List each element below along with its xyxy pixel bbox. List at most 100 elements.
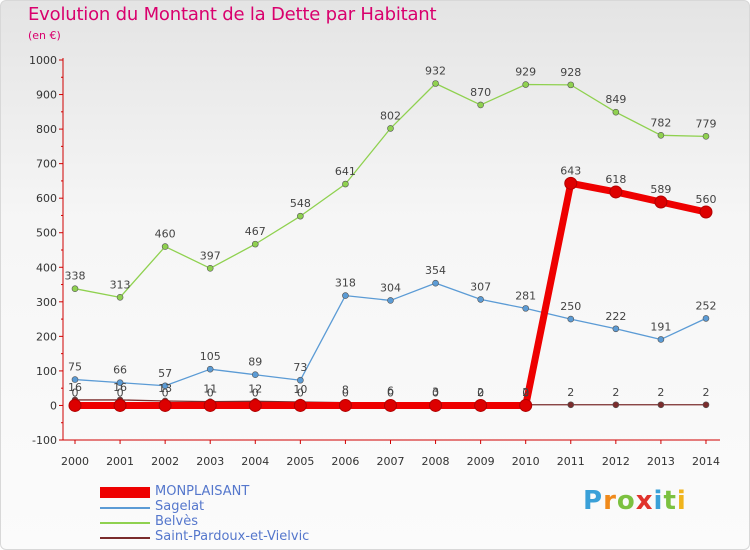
data-label: 0 (477, 386, 484, 399)
y-tick-label: 800 (36, 123, 57, 136)
data-point (477, 101, 484, 109)
data-label: 2 (657, 386, 664, 399)
legend-label-belves: Belvès (155, 514, 198, 529)
data-label: 870 (470, 86, 491, 99)
data-label: 2 (477, 386, 484, 399)
data-point (657, 132, 665, 139)
data-label: 75 (68, 361, 82, 374)
data-label: 307 (470, 280, 491, 293)
data-point (206, 265, 214, 272)
data-point (342, 292, 349, 299)
data-point (293, 398, 307, 412)
legend-label-monplaisant: MONPLAISANT (155, 484, 250, 499)
y-tick-label: 200 (36, 330, 57, 343)
data-label: 191 (650, 320, 671, 333)
data-label: 467 (245, 225, 266, 238)
data-point (116, 294, 124, 301)
data-label: 641 (335, 165, 356, 178)
data-label: 8 (342, 384, 349, 397)
logo-letter: t (663, 486, 677, 516)
data-label: 252 (695, 299, 716, 312)
data-label: 0 (342, 386, 349, 399)
data-point (474, 398, 488, 412)
data-label: 397 (200, 249, 221, 262)
data-point (248, 398, 262, 412)
data-label: 66 (113, 364, 127, 377)
data-point (206, 365, 214, 373)
y-tick-label: 900 (36, 89, 57, 102)
data-label: 643 (560, 164, 581, 177)
data-point (567, 315, 575, 323)
data-label: 89 (248, 356, 262, 369)
data-label: 313 (110, 278, 131, 291)
logo-letter: x (635, 486, 654, 516)
legend-swatch-belves (100, 522, 150, 524)
x-tick-label: 2002 (151, 455, 179, 468)
data-label: 0 (162, 386, 169, 399)
data-point (522, 81, 530, 88)
legend-swatch-sagelat (100, 507, 150, 509)
data-label: 802 (380, 109, 401, 122)
x-tick-label: 2007 (376, 455, 404, 468)
data-label: 16 (68, 381, 82, 394)
data-point (702, 133, 710, 140)
data-label: 2 (702, 386, 709, 399)
data-label: 0 (207, 386, 214, 399)
data-point (654, 195, 668, 209)
x-tick-label: 2000 (61, 455, 89, 468)
data-point (158, 398, 172, 412)
data-label: 779 (695, 117, 716, 130)
y-tick-label: -100 (32, 434, 57, 447)
data-point (612, 108, 620, 116)
x-tick-label: 2010 (512, 455, 540, 468)
data-label: 0 (522, 386, 529, 399)
data-label: 548 (290, 197, 311, 210)
data-point (113, 398, 127, 412)
data-label: 73 (293, 361, 307, 374)
legend-label-sagelat: Sagelat (155, 499, 205, 514)
data-point (203, 398, 217, 412)
x-tick-label: 2003 (196, 455, 224, 468)
data-point (657, 401, 665, 409)
y-tick-label: 600 (36, 192, 57, 205)
data-label: 0 (252, 386, 259, 399)
data-point (338, 398, 352, 412)
logo-letter: r (603, 486, 617, 516)
data-label: 618 (605, 173, 626, 186)
data-label: 928 (560, 66, 581, 79)
data-label: 10 (293, 383, 307, 396)
data-label: 0 (117, 386, 124, 399)
data-point (342, 180, 349, 188)
data-label: 782 (650, 116, 671, 129)
data-point (699, 205, 713, 219)
data-label: 460 (155, 228, 176, 241)
data-point (612, 325, 620, 333)
data-point (116, 379, 124, 386)
data-label: 13 (158, 382, 172, 395)
data-point (522, 305, 530, 312)
data-point (387, 125, 394, 132)
data-point (251, 240, 259, 248)
data-label: 318 (335, 277, 356, 290)
data-point (702, 401, 710, 409)
y-tick-label: 0 (50, 399, 57, 412)
data-label: 105 (200, 350, 221, 363)
data-label: 929 (515, 66, 536, 79)
x-tick-label: 2004 (241, 455, 269, 468)
logo-letter: P (583, 486, 604, 516)
y-tick-label: 500 (36, 227, 57, 240)
data-label: 222 (605, 310, 626, 323)
chart-title: Evolution du Montant de la Dette par Hab… (28, 4, 437, 25)
data-label: 849 (605, 93, 626, 106)
data-label: 589 (650, 183, 671, 196)
data-label: 2 (612, 386, 619, 399)
data-label: 304 (380, 281, 401, 294)
data-label: 6 (387, 384, 394, 397)
data-label: 338 (65, 270, 86, 283)
data-point (657, 336, 665, 343)
data-label: 0 (387, 386, 394, 399)
data-label: 560 (695, 193, 716, 206)
data-point (564, 176, 578, 190)
